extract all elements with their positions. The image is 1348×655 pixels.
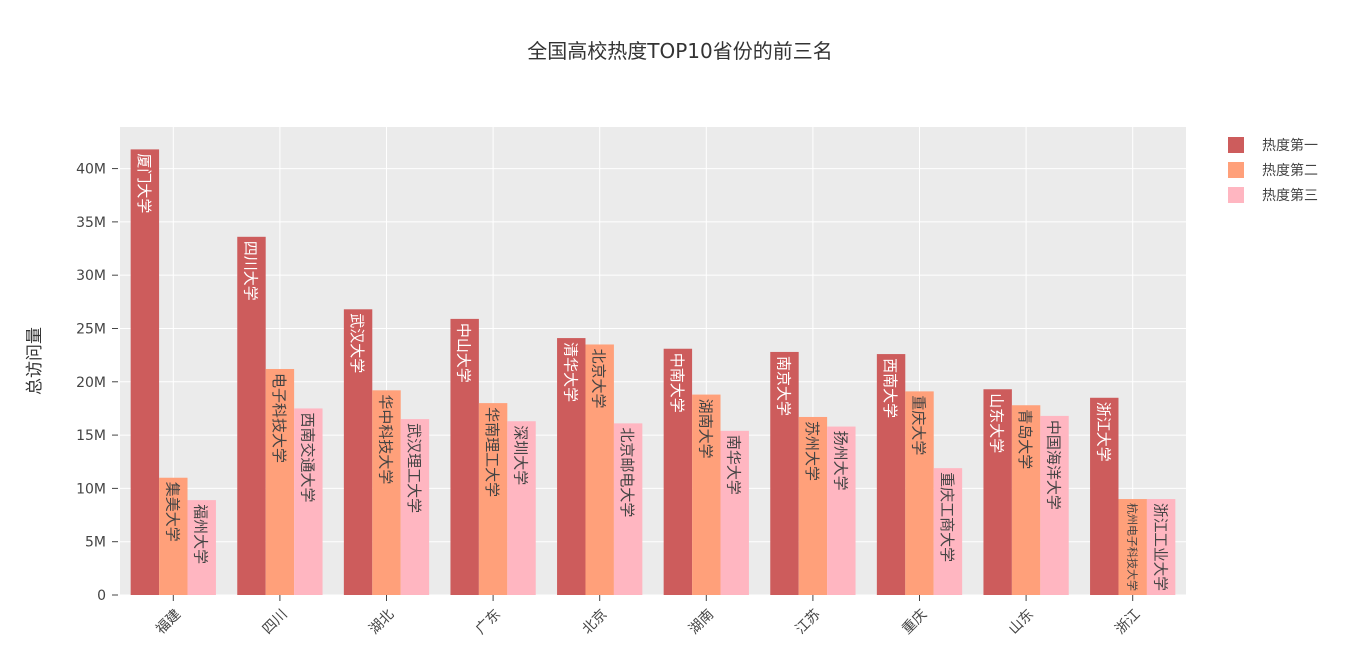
y-tick-label: 10M [76,481,106,497]
bar [237,236,266,595]
x-tick-label: 北京 [579,607,610,638]
bar [876,354,906,595]
bar-label: 西南大学 [881,358,899,418]
bar-label: 重庆工商大学 [938,472,956,562]
y-tick-label: 35M [76,215,106,231]
bar-label: 青岛大学 [1016,409,1034,469]
bar [1090,397,1119,595]
bar-label: 北京邮电大学 [618,427,636,517]
bar-label: 中南大学 [668,353,686,413]
bar-label: 武汉理工大学 [405,423,423,513]
bar-label: 山东大学 [988,393,1006,453]
bar [613,423,643,595]
bar [1040,415,1069,595]
bar [265,368,295,595]
bar [343,309,373,595]
bar [1011,405,1041,595]
bar-label: 西南交通大学 [298,412,316,502]
x-tick-label: 江苏 [793,607,824,638]
bar [450,318,479,595]
bar-label: 中山大学 [455,323,473,383]
bar [933,468,963,595]
y-tick-label: 40M [76,162,106,178]
y-axis-title: 总访问量 [25,327,45,395]
x-tick-label: 湖南 [686,607,717,638]
bar [770,351,799,595]
bar [507,421,536,595]
bar-label: 华南理工大学 [483,407,501,497]
bar-label: 杭州电子科技大学 [1125,503,1139,591]
legend-swatch [1228,162,1244,178]
bar-label: 北京大学 [590,348,608,408]
bar [187,500,216,595]
bar [400,419,430,595]
bar [130,149,160,595]
x-tick-label: 浙江 [1112,607,1143,638]
bar-label: 华中科技大学 [377,394,395,484]
bar-label: 武汉大学 [348,313,366,373]
bar [557,338,586,595]
legend-label: 热度第二 [1262,162,1318,179]
bar-label: 南京大学 [774,356,792,416]
x-tick-label: 福建 [153,607,184,638]
x-tick-label: 广东 [473,607,504,638]
bar [372,390,401,595]
legend-label: 热度第一 [1262,137,1318,154]
bar-label: 中国海洋大学 [1045,420,1063,510]
bar-label: 浙江工业大学 [1151,503,1168,591]
bar [983,389,1012,595]
bar-label: 浙江大学 [1094,402,1112,462]
y-tick-label: 5M [85,535,106,551]
bar [663,348,693,595]
chart-title: 全国高校热度TOP10省份的前三名 [527,39,832,63]
bar-label: 湖南大学 [696,399,714,459]
y-tick-label: 0 [97,588,106,604]
bar [294,408,323,595]
bar [159,477,188,595]
bar [827,426,856,595]
y-tick-label: 20M [76,375,106,391]
bar-label: 四川大学 [241,241,259,301]
bar-label: 南华大学 [725,435,743,495]
bar [478,403,508,595]
legend-swatch [1228,187,1244,203]
bar [798,416,828,595]
bar-label: 厦门大学 [135,153,153,213]
bar-label: 福州大学 [192,504,210,564]
x-tick-label: 四川 [260,607,291,638]
x-tick-label: 山东 [1006,607,1037,638]
y-tick-label: 15M [76,428,106,444]
legend-label: 热度第三 [1262,187,1318,204]
bar [720,430,749,595]
x-tick-label: 湖北 [366,607,397,638]
bar [1146,499,1176,595]
legend-swatch [1228,137,1244,153]
bar-label: 苏州大学 [803,421,821,481]
bar [1118,499,1147,595]
bar-label: 集美大学 [163,482,181,542]
y-tick-label: 30M [76,268,106,284]
bar-label: 深圳大学 [512,425,530,485]
bar-label: 清华大学 [561,342,579,402]
y-tick-label: 25M [76,321,106,337]
x-tick-label: 重庆 [899,607,930,638]
bar [692,394,721,595]
bar-label: 电子科技大学 [270,373,288,463]
bar-label: 重庆大学 [910,395,928,455]
bar [585,344,614,595]
bar-label: 扬州大学 [831,431,849,491]
bar [905,391,934,595]
